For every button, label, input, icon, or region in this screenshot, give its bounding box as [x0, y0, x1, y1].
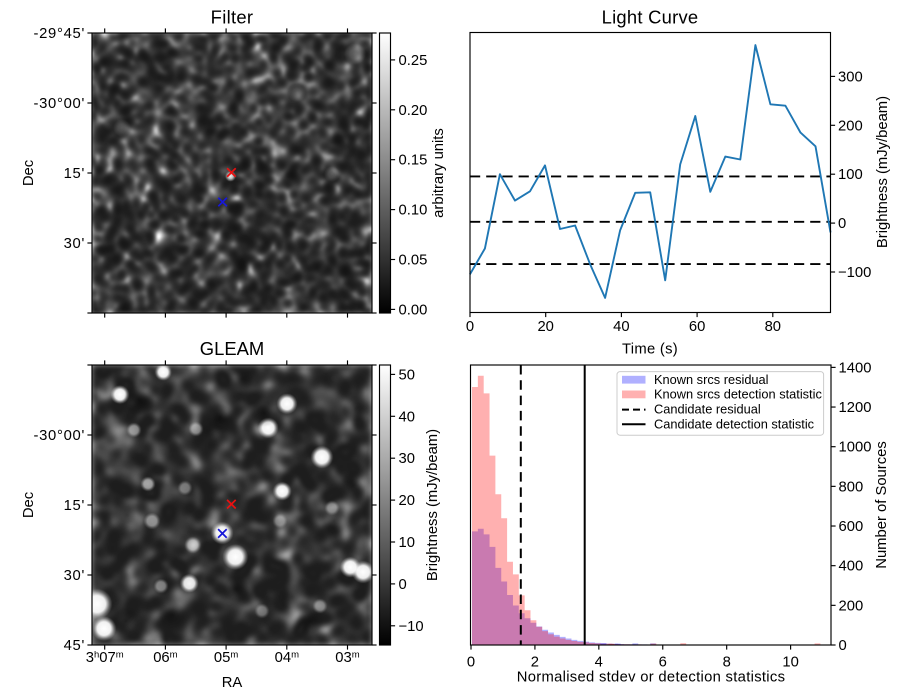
svg-text:0: 0	[467, 655, 475, 671]
svg-text:Time (s): Time (s)	[622, 342, 678, 358]
svg-text:-30°00': -30°00'	[34, 428, 86, 444]
svg-text:2: 2	[531, 655, 539, 671]
svg-text:0: 0	[399, 577, 407, 593]
svg-text:0.20: 0.20	[399, 103, 428, 119]
svg-text:30': 30'	[64, 236, 85, 252]
svg-text:0.10: 0.10	[399, 203, 428, 219]
svg-text:10: 10	[782, 655, 798, 671]
svg-text:Candidate residual: Candidate residual	[654, 402, 761, 417]
svg-text:Brightness (mJy/beam): Brightness (mJy/beam)	[875, 96, 891, 248]
svg-text:-30°00': -30°00'	[34, 96, 86, 112]
svg-text:arbitrary units: arbitrary units	[431, 128, 447, 218]
svg-text:0.15: 0.15	[399, 153, 428, 169]
svg-text:400: 400	[839, 559, 864, 575]
svg-text:30': 30'	[64, 568, 85, 584]
svg-text:30: 30	[399, 451, 415, 467]
svg-text:80: 80	[765, 319, 781, 335]
svg-text:04m: 04m	[275, 650, 299, 667]
svg-text:20: 20	[399, 493, 415, 509]
svg-text:10: 10	[399, 535, 415, 551]
svg-text:0.05: 0.05	[399, 253, 428, 269]
svg-text:-29°45': -29°45'	[34, 26, 86, 42]
svg-text:200: 200	[839, 598, 864, 614]
svg-text:1000: 1000	[839, 440, 872, 456]
svg-text:40: 40	[399, 409, 415, 425]
svg-text:0.00: 0.00	[399, 302, 428, 318]
svg-text:Normalised stdev or detection: Normalised stdev or detection statistics	[517, 670, 786, 686]
svg-text:Known srcs residual: Known srcs residual	[654, 372, 769, 387]
svg-text:4: 4	[595, 655, 603, 671]
svg-text:1400: 1400	[839, 360, 872, 376]
svg-text:RA: RA	[222, 675, 243, 691]
svg-text:600: 600	[839, 519, 864, 535]
svg-text:Dec: Dec	[21, 159, 37, 186]
svg-text:20: 20	[537, 319, 553, 335]
svg-text:−100: −100	[838, 265, 871, 281]
svg-text:Known srcs detection statistic: Known srcs detection statistic	[654, 387, 822, 402]
svg-text:Number of Sources: Number of Sources	[874, 441, 890, 568]
svg-text:60: 60	[689, 319, 705, 335]
svg-text:05m: 05m	[214, 650, 238, 667]
svg-text:0: 0	[466, 319, 474, 335]
svg-text:200: 200	[838, 118, 863, 134]
svg-text:03m: 03m	[335, 650, 359, 667]
svg-text:Brightness (mJy/beam): Brightness (mJy/beam)	[425, 429, 441, 581]
svg-text:GLEAM: GLEAM	[200, 338, 264, 359]
svg-text:0: 0	[839, 638, 847, 654]
svg-text:45': 45'	[64, 638, 85, 654]
svg-text:15': 15'	[64, 498, 85, 514]
svg-text:−10: −10	[399, 619, 424, 635]
svg-text:300: 300	[838, 69, 863, 85]
svg-text:06m: 06m	[153, 650, 177, 667]
svg-text:40: 40	[613, 319, 629, 335]
svg-text:Dec: Dec	[21, 491, 37, 518]
svg-text:1200: 1200	[839, 400, 872, 416]
svg-text:15': 15'	[64, 166, 85, 182]
svg-text:0.25: 0.25	[399, 53, 428, 69]
svg-text:8: 8	[723, 655, 731, 671]
svg-text:0: 0	[838, 216, 846, 232]
svg-text:800: 800	[839, 479, 864, 495]
svg-text:Candidate detection statistic: Candidate detection statistic	[654, 416, 815, 431]
svg-text:Filter: Filter	[211, 7, 254, 28]
svg-text:100: 100	[838, 167, 863, 183]
svg-text:50: 50	[399, 367, 415, 383]
svg-text:6: 6	[659, 655, 667, 671]
svg-text:3h07m: 3h07m	[86, 650, 124, 667]
svg-text:Light Curve: Light Curve	[602, 7, 699, 28]
